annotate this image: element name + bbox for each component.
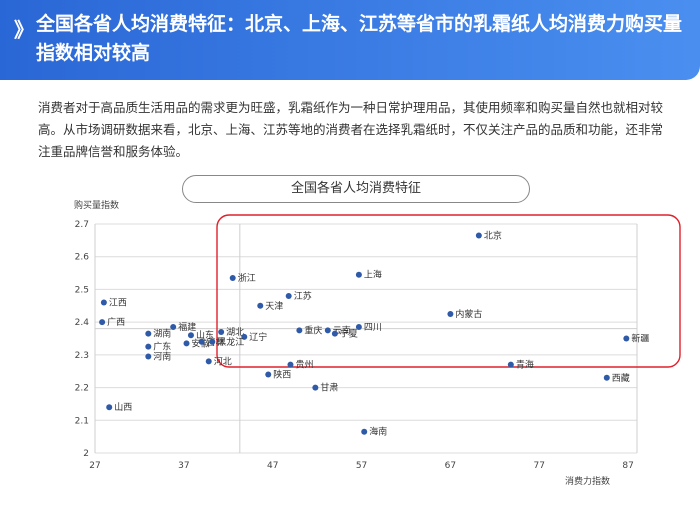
y-axis-label: 购买量指数 — [74, 199, 119, 211]
y-tick-label: 2.5 — [75, 285, 89, 295]
x-tick-label: 67 — [445, 461, 456, 471]
data-point — [355, 271, 362, 278]
page-title: 全国各省人均消费特征：北京、上海、江苏等省市的乳霜纸人均消费力购买量指数相对较高 — [36, 13, 683, 64]
data-point — [205, 358, 212, 365]
y-tick-label: 2.6 — [75, 253, 90, 263]
axis-ticks: 2 2.1 2.2 2.3 2.4 2.5 2.6 2.7 27 37 47 57 67 77 87 — [75, 220, 634, 471]
point-label: 青海 — [516, 359, 534, 371]
point-label: 河北 — [214, 355, 232, 367]
point-label: 上海 — [364, 269, 382, 281]
data-point — [603, 374, 610, 381]
point-label: 广西 — [107, 316, 125, 328]
point-label: 新疆 — [631, 333, 649, 345]
data-point — [475, 232, 482, 239]
intro-paragraph: 消费者对于高品质生活用品的需求更为旺盛，乳霜纸作为一种日常护理用品，其使用频率和… — [38, 100, 664, 159]
chevron-icon: 》 — [14, 18, 34, 42]
data-point — [145, 330, 152, 337]
point-label: 河南 — [153, 350, 171, 362]
point-label: 内蒙古 — [455, 308, 482, 320]
x-tick-label: 87 — [622, 461, 633, 471]
point-label: 陕西 — [273, 368, 291, 380]
x-axis-label: 消费力指数 — [565, 475, 610, 487]
data-point — [447, 310, 454, 317]
chart-title: 全国各省人均消费特征 — [182, 175, 530, 203]
data-point — [198, 338, 205, 345]
data-point — [99, 319, 106, 326]
data-point — [229, 274, 236, 281]
point-label: 广东 — [153, 341, 171, 353]
point-label: 北京 — [484, 229, 502, 241]
point-label: 黑龙江 — [217, 336, 244, 348]
point-label: 山东 — [196, 329, 214, 341]
point-label: 四川 — [364, 323, 382, 333]
point-label: 海南 — [369, 426, 387, 438]
reference-lines — [95, 224, 637, 453]
point-label: 江苏 — [294, 290, 312, 302]
point-label: 辽宁 — [249, 331, 267, 343]
data-point — [106, 404, 113, 411]
data-point — [331, 330, 338, 337]
highlight-box — [216, 214, 681, 368]
y-tick-label: 2.7 — [75, 220, 89, 230]
y-tick-label: 2.1 — [75, 416, 89, 426]
header-banner: 》 全国各省人均消费特征：北京、上海、江苏等省市的乳霜纸人均消费力购买量指数相对… — [0, 0, 700, 80]
y-tick-label: 2.2 — [75, 384, 89, 394]
point-label: 福建 — [178, 321, 196, 333]
y-tick-label: 2 — [83, 449, 89, 459]
data-point — [324, 327, 331, 334]
x-tick-label: 27 — [89, 461, 100, 471]
data-point — [507, 361, 514, 368]
x-tick-label: 77 — [534, 461, 545, 471]
x-tick-label: 57 — [356, 461, 367, 471]
data-point — [145, 353, 152, 360]
point-label: 重庆 — [304, 324, 322, 336]
point-label: 天津 — [265, 301, 283, 312]
data-point — [209, 338, 216, 345]
point-label: 贵州 — [295, 359, 313, 371]
data-point — [265, 371, 272, 378]
point-label: 湖南 — [153, 328, 171, 340]
x-tick-label: 37 — [178, 461, 189, 471]
point-label: 浙江 — [238, 272, 256, 284]
y-tick-label: 2.3 — [75, 351, 89, 361]
data-point — [287, 361, 294, 368]
gridlines — [94, 223, 638, 454]
data-point — [296, 327, 303, 334]
point-label: 宁夏 — [340, 328, 358, 340]
point-label: 甘肃 — [320, 382, 338, 394]
x-tick-label: 47 — [267, 461, 278, 471]
y-tick-label: 2.4 — [75, 318, 90, 328]
data-point — [257, 302, 264, 309]
data-point — [100, 299, 107, 306]
data-point — [285, 292, 292, 299]
point-label: 吉林 — [207, 336, 225, 348]
data-point — [623, 335, 630, 342]
data-point — [170, 324, 177, 331]
data-point — [183, 340, 190, 347]
data-point — [218, 328, 225, 335]
point-label: 山西 — [114, 402, 132, 413]
data-point — [145, 343, 152, 350]
data-point — [312, 384, 319, 391]
point-label: 湖北 — [226, 327, 244, 338]
point-label: 西藏 — [612, 372, 630, 384]
data-point — [355, 324, 362, 331]
data-points: 北京上海浙江江苏天津江西广西内蒙古福建湖南山东湖北辽宁重庆云南宁夏四川新疆广东安… — [99, 229, 649, 438]
point-label: 江西 — [109, 298, 127, 309]
data-point — [241, 333, 248, 340]
data-point — [187, 332, 194, 339]
data-point — [361, 428, 368, 435]
